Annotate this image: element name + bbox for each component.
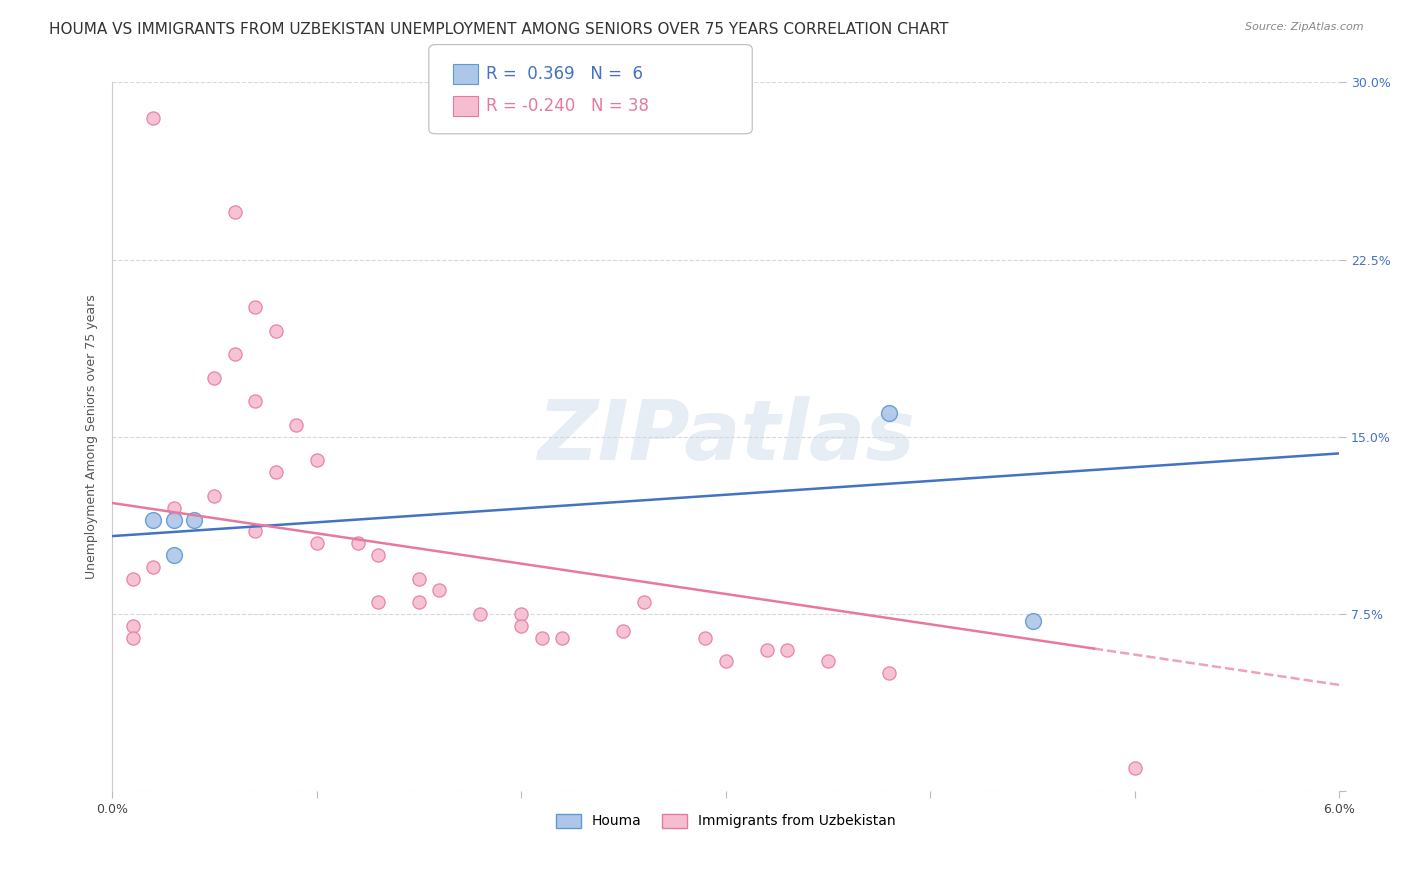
Y-axis label: Unemployment Among Seniors over 75 years: Unemployment Among Seniors over 75 years: [86, 294, 98, 579]
Point: [408, 595, 430, 609]
Point: [204, 371, 226, 385]
Point: [695, 631, 717, 645]
Point: [346, 536, 368, 550]
Point: [245, 524, 267, 539]
Point: [245, 394, 267, 409]
Point: [817, 654, 839, 668]
Point: [264, 324, 287, 338]
Point: [530, 631, 553, 645]
Point: [1123, 761, 1146, 775]
Point: [470, 607, 492, 621]
Point: [879, 666, 901, 681]
Text: ZIPatlas: ZIPatlas: [537, 396, 915, 477]
Point: [633, 595, 655, 609]
Point: [755, 642, 778, 657]
Point: [510, 619, 533, 633]
Point: [224, 205, 246, 219]
Point: [162, 512, 184, 526]
Point: [245, 300, 267, 314]
Text: HOUMA VS IMMIGRANTS FROM UZBEKISTAN UNEMPLOYMENT AMONG SENIORS OVER 75 YEARS COR: HOUMA VS IMMIGRANTS FROM UZBEKISTAN UNEM…: [49, 22, 949, 37]
Point: [367, 595, 389, 609]
Point: [305, 536, 328, 550]
Point: [776, 642, 799, 657]
Point: [429, 583, 451, 598]
Point: [1021, 614, 1043, 628]
Point: [204, 489, 226, 503]
Point: [121, 572, 143, 586]
Point: [142, 512, 165, 526]
Point: [264, 465, 287, 479]
Text: Source: ZipAtlas.com: Source: ZipAtlas.com: [1246, 22, 1364, 32]
Point: [612, 624, 634, 638]
Text: R = -0.240   N = 38: R = -0.240 N = 38: [486, 97, 650, 115]
Point: [714, 654, 737, 668]
Point: [162, 500, 184, 515]
Point: [121, 619, 143, 633]
Point: [879, 406, 901, 420]
Text: R =  0.369   N =  6: R = 0.369 N = 6: [486, 65, 644, 83]
Point: [408, 572, 430, 586]
Point: [142, 111, 165, 125]
Point: [162, 548, 184, 562]
Point: [142, 559, 165, 574]
Point: [551, 631, 574, 645]
Point: [305, 453, 328, 467]
Point: [121, 631, 143, 645]
Point: [367, 548, 389, 562]
Point: [183, 512, 205, 526]
Point: [224, 347, 246, 361]
Point: [285, 418, 308, 433]
Legend: Houma, Immigrants from Uzbekistan: Houma, Immigrants from Uzbekistan: [550, 808, 901, 834]
Point: [510, 607, 533, 621]
